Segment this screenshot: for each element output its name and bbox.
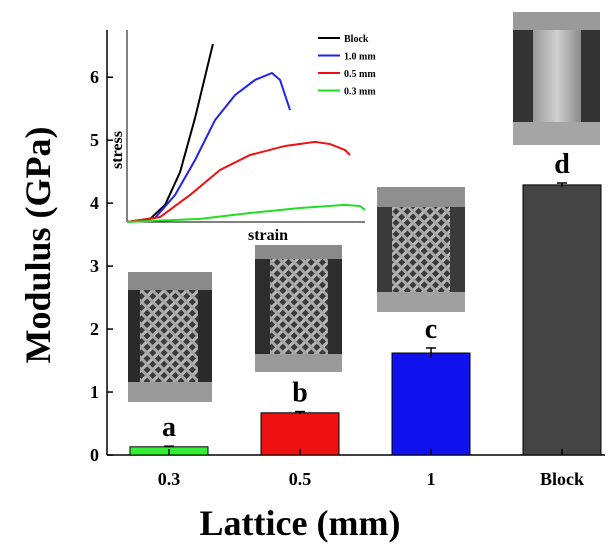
line — [127, 73, 290, 222]
chart: Lattice (mm) Modulus (GPa) 0 1 2 3 4 5 6 0.3 a 0.… — [0, 0, 611, 549]
annotation: d — [554, 149, 570, 180]
photo — [377, 187, 465, 312]
x-tick-label: Block — [540, 469, 584, 489]
annotation: c — [425, 314, 437, 345]
line — [127, 44, 213, 222]
inset-x-title: strain — [248, 227, 288, 244]
x-tick-label: 0.5 — [289, 469, 312, 489]
bar — [261, 413, 339, 455]
legend-label: 0.3 mm — [344, 87, 376, 98]
photo — [255, 245, 342, 372]
y-tick-label: 3 — [90, 256, 99, 276]
x-axis-title: Lattice (mm) — [200, 503, 401, 543]
y-tick-label: 0 — [90, 445, 99, 465]
legend-label: 1.0 mm — [344, 52, 376, 63]
y-axis-title: Modulus (GPa) — [18, 126, 58, 363]
x-tick-label: 1 — [427, 469, 436, 489]
y-tick-label: 2 — [90, 319, 99, 339]
annotation: a — [162, 412, 176, 443]
bar — [392, 353, 470, 455]
inset-y-title: stress — [109, 131, 126, 169]
legend-label: 0.5 mm — [344, 69, 376, 80]
y-tick-label: 6 — [90, 67, 99, 87]
bar — [523, 185, 601, 455]
legend-label: Block — [344, 34, 369, 45]
photo — [128, 272, 212, 402]
y-tick-label: 1 — [90, 382, 99, 402]
photo — [513, 12, 600, 145]
x-tick-label: 0.3 — [158, 469, 181, 489]
annotation: b — [292, 378, 308, 409]
y-tick-label: 5 — [90, 130, 99, 150]
y-tick-label: 4 — [90, 193, 99, 213]
